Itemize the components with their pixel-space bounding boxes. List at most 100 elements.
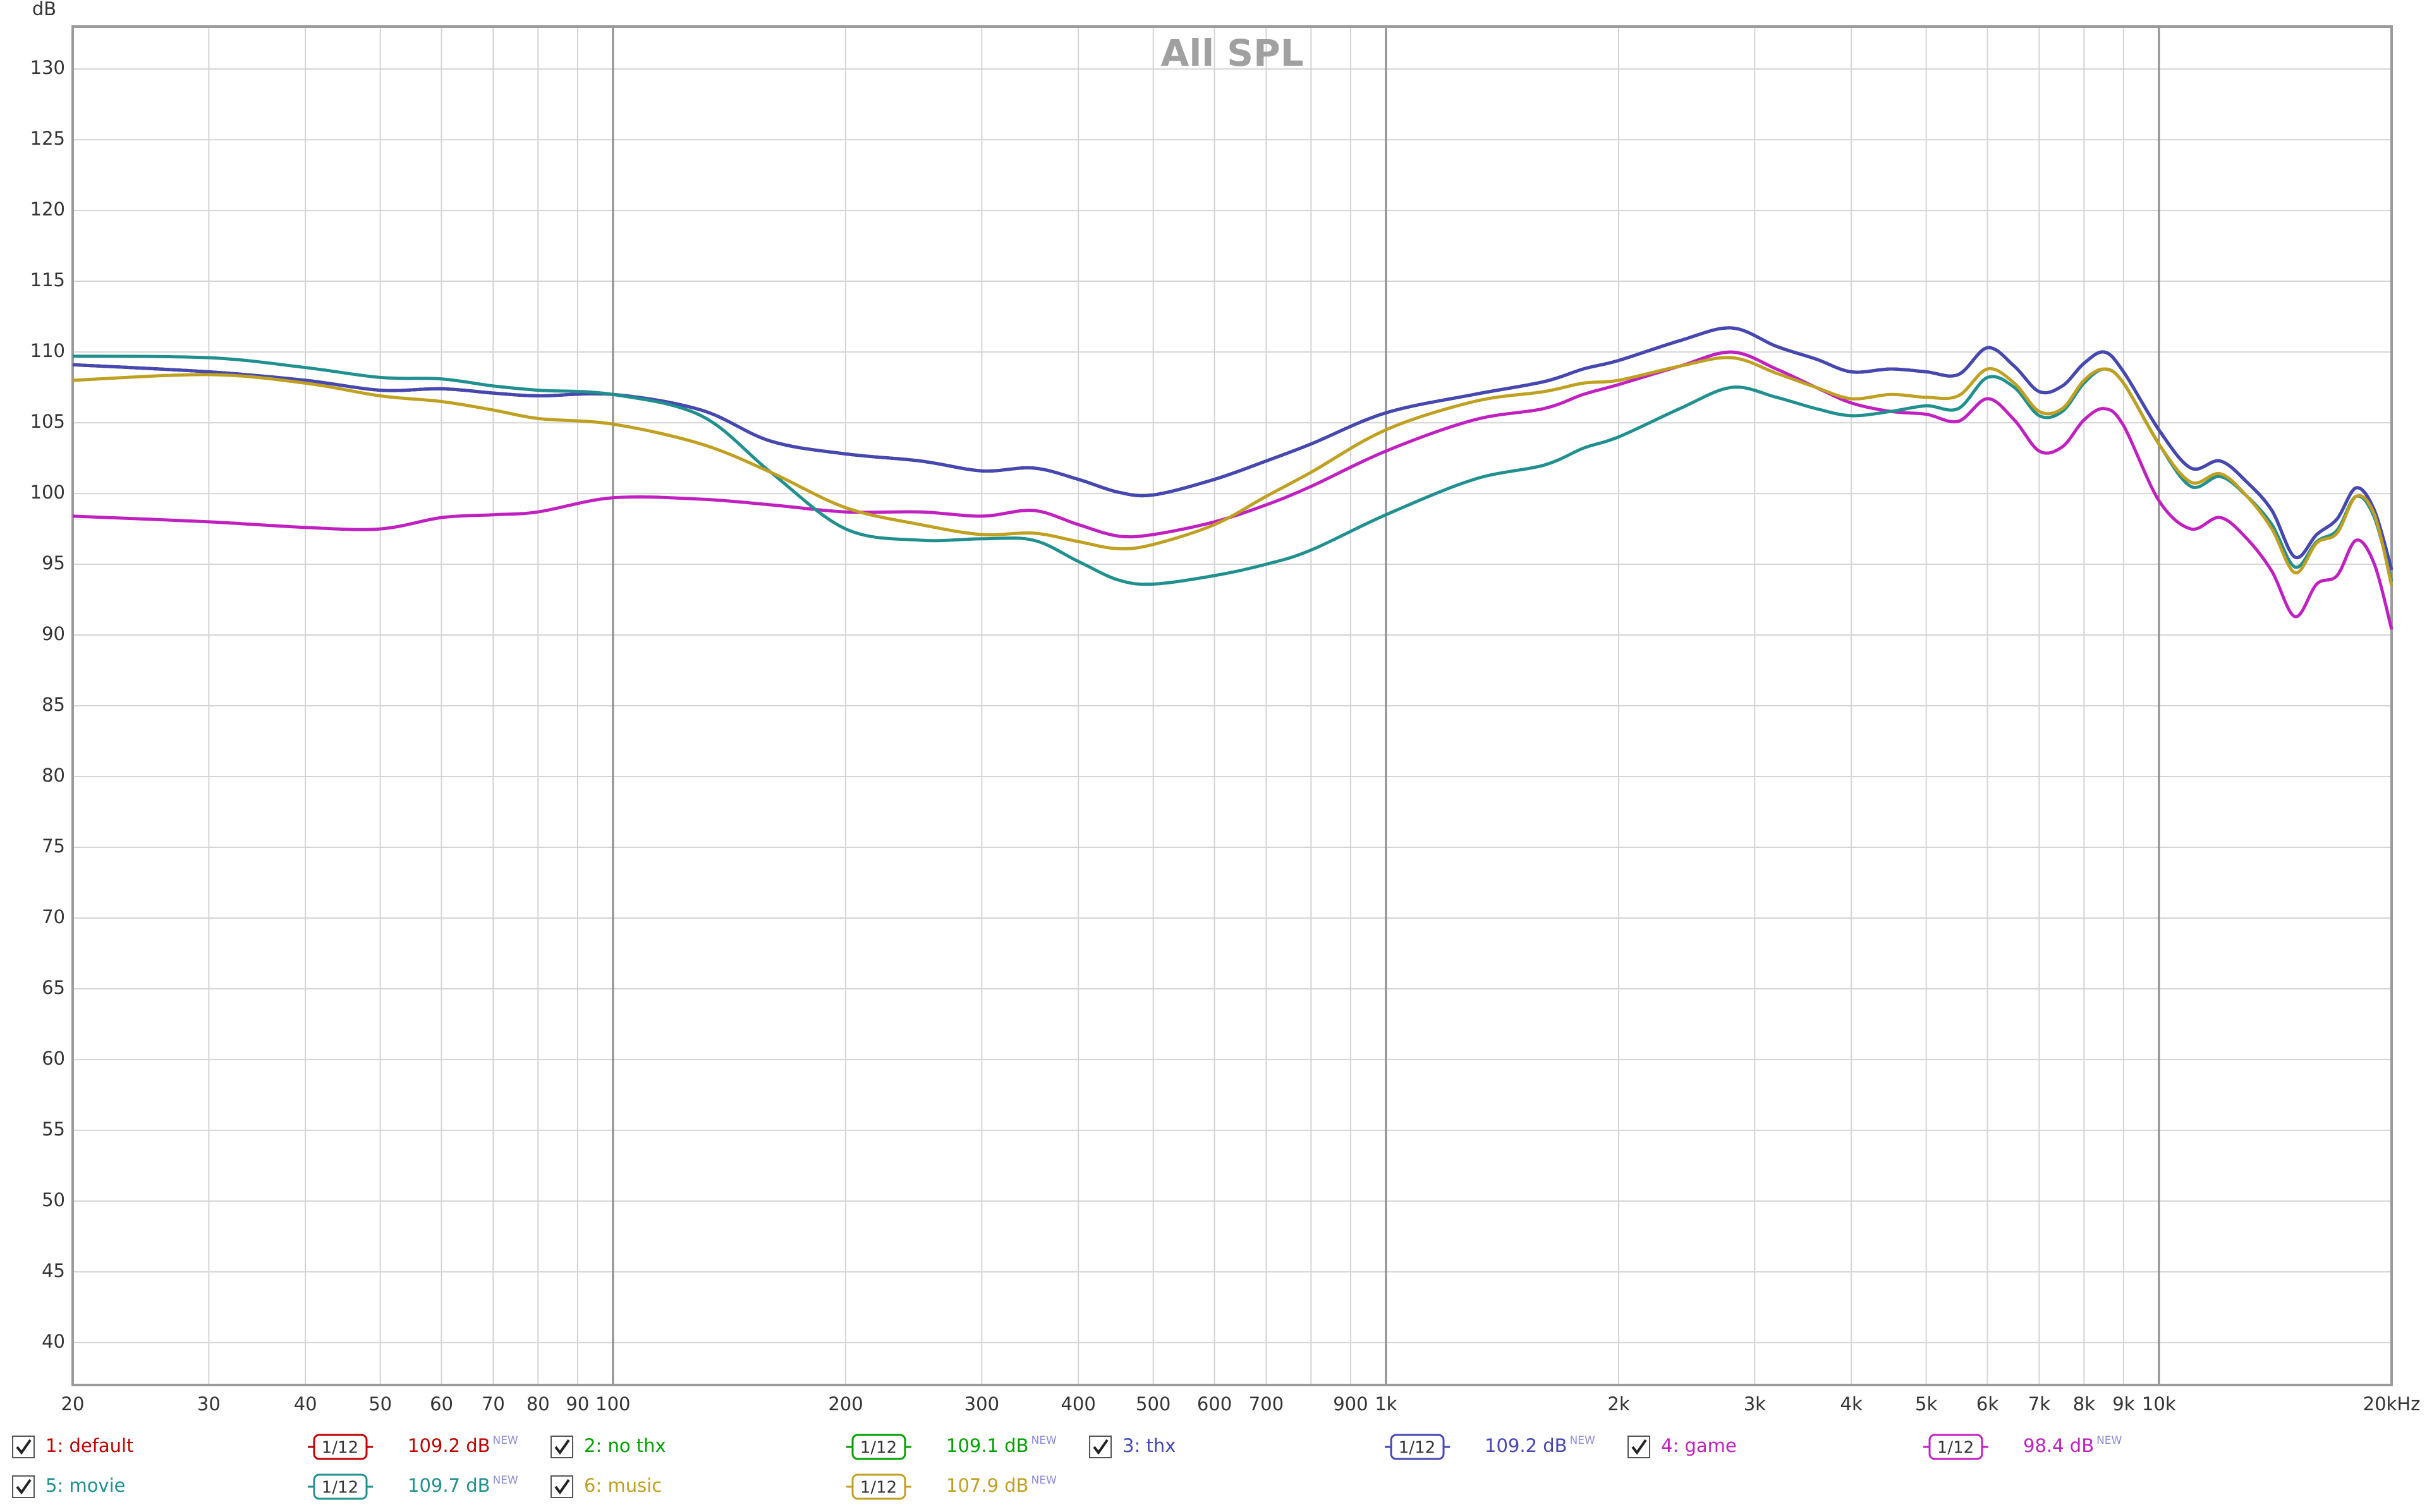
- y-tick-label: 50: [42, 1189, 65, 1211]
- x-tick-label: 8k: [2073, 1393, 2095, 1415]
- legend-level: 109.1 dB: [946, 1435, 1029, 1456]
- legend-badge: NEW: [1031, 1474, 1057, 1487]
- y-tick-label: 105: [30, 411, 65, 432]
- smoothing-box: [313, 1434, 368, 1460]
- checkbox-box: [550, 1475, 573, 1498]
- smoothing-box: [1390, 1434, 1445, 1460]
- x-tick-label: 10k: [2142, 1393, 2176, 1415]
- legend-name: 6: music: [584, 1475, 662, 1496]
- chart-title: All SPL: [1160, 32, 1303, 75]
- smoothing-box: [851, 1473, 906, 1500]
- smoothing-box: [851, 1434, 906, 1460]
- checkbox-check: [1631, 1439, 1647, 1455]
- x-tick-label: 600: [1197, 1393, 1232, 1415]
- legend-badge: NEW: [493, 1434, 518, 1447]
- y-tick-label: 85: [42, 694, 65, 715]
- legend-name: 5: movie: [46, 1475, 126, 1496]
- y-tick-label: 55: [42, 1118, 65, 1140]
- series-line: [72, 350, 2394, 630]
- x-tick-label: 5k: [1915, 1393, 1937, 1415]
- x-tick-label: 200: [828, 1393, 863, 1415]
- checkbox-box: [550, 1436, 573, 1458]
- checkbox-check: [554, 1439, 570, 1455]
- legend-badge: NEW: [2096, 1434, 2122, 1447]
- y-tick-label: 130: [30, 57, 65, 78]
- x-tick-label: 7k: [2028, 1393, 2050, 1415]
- legend-badge: NEW: [1570, 1434, 1595, 1447]
- y-tick-label: 95: [42, 552, 65, 574]
- legend-level: 98.4 dB: [2023, 1435, 2094, 1456]
- legend-level: 109.2 dB: [408, 1435, 490, 1456]
- plot-border: [71, 25, 2393, 1386]
- series-line: [72, 354, 2394, 586]
- checkbox-box: [1089, 1436, 1112, 1458]
- x-tick-label: 90: [566, 1393, 589, 1415]
- checkbox-check: [554, 1479, 570, 1495]
- x-tick-label: 20kHz: [2363, 1393, 2421, 1415]
- legend-name: 2: no thx: [584, 1435, 666, 1456]
- legend-entry[interactable]: 1: default 1/12 109.2 dB NEW: [12, 1434, 518, 1460]
- legend-name: 4: game: [1661, 1435, 1737, 1456]
- y-axis-label: dB: [32, 0, 56, 20]
- x-tick-label: 2k: [1607, 1393, 1629, 1415]
- y-tick-label: 120: [30, 198, 65, 220]
- smoothing-label: 1/12: [860, 1479, 897, 1497]
- x-tick-label: 100: [595, 1393, 630, 1415]
- checkbox-box: [1627, 1436, 1650, 1458]
- x-tick-label: 70: [482, 1393, 505, 1415]
- y-tick-label: 75: [42, 835, 65, 857]
- y-tick-label: 115: [30, 269, 65, 291]
- x-tick-label: 60: [430, 1393, 453, 1415]
- legend-badge: NEW: [1031, 1434, 1057, 1447]
- y-tick-label: 125: [30, 128, 65, 149]
- x-tick-label: 3k: [1744, 1393, 1766, 1415]
- legend-checkbox[interactable]: [1627, 1436, 1650, 1458]
- x-tick-label: 900: [1333, 1393, 1368, 1415]
- checkbox-box: [12, 1475, 35, 1498]
- legend-checkbox[interactable]: [12, 1475, 35, 1498]
- legend-entry[interactable]: 3: thx 1/12 109.2 dB NEW: [1089, 1434, 1595, 1460]
- y-tick-label: 65: [42, 977, 65, 998]
- legend-level: 109.2 dB: [1485, 1435, 1567, 1456]
- series-line: [72, 356, 2394, 586]
- x-tick-label: 30: [197, 1393, 221, 1415]
- y-tick-label: 70: [42, 906, 65, 928]
- x-tick-label: 4k: [1840, 1393, 1863, 1415]
- y-tick-label: 110: [30, 340, 65, 361]
- smoothing-label: 1/12: [322, 1479, 358, 1497]
- x-tick-label: 300: [964, 1393, 999, 1415]
- checkbox-box: [12, 1436, 35, 1458]
- y-tick-label: 60: [42, 1048, 65, 1069]
- x-tick-label: 80: [526, 1393, 550, 1415]
- legend-entry[interactable]: 6: music 1/12 107.9 dB NEW: [550, 1473, 1057, 1500]
- legend-name: 1: default: [46, 1435, 133, 1456]
- smoothing-label: 1/12: [1937, 1439, 1974, 1458]
- y-tick-label: 100: [30, 481, 65, 503]
- x-tick-label: 9k: [2112, 1393, 2134, 1415]
- x-tick-label: 500: [1136, 1393, 1171, 1415]
- y-tick-label: 45: [42, 1260, 65, 1281]
- smoothing-label: 1/12: [322, 1439, 358, 1458]
- x-tick-label: 20: [61, 1393, 85, 1415]
- legend-entry[interactable]: 2: no thx 1/12 109.1 dB NEW: [550, 1434, 1057, 1460]
- legend-checkbox[interactable]: [550, 1475, 573, 1498]
- legend-checkbox[interactable]: [1089, 1436, 1112, 1458]
- x-tick-label: 6k: [1976, 1393, 1998, 1415]
- x-tick-label: 400: [1061, 1393, 1095, 1415]
- legend-entry[interactable]: 4: game 1/12 98.4 dB NEW: [1627, 1434, 2122, 1460]
- y-tick-label: 40: [42, 1331, 65, 1352]
- x-tick-label: 700: [1249, 1393, 1284, 1415]
- legend-checkbox[interactable]: [550, 1436, 573, 1458]
- x-tick-label: 40: [294, 1393, 317, 1415]
- smoothing-label: 1/12: [1399, 1439, 1435, 1458]
- x-tick-label: 1k: [1375, 1393, 1397, 1415]
- checkbox-check: [16, 1439, 32, 1455]
- legend-level: 107.9 dB: [946, 1475, 1029, 1496]
- smoothing-label: 1/12: [860, 1439, 897, 1458]
- smoothing-box: [313, 1473, 368, 1500]
- y-tick-label: 80: [42, 765, 65, 786]
- legend-checkbox[interactable]: [12, 1436, 35, 1458]
- legend-entry[interactable]: 5: movie 1/12 109.7 dB NEW: [12, 1473, 518, 1500]
